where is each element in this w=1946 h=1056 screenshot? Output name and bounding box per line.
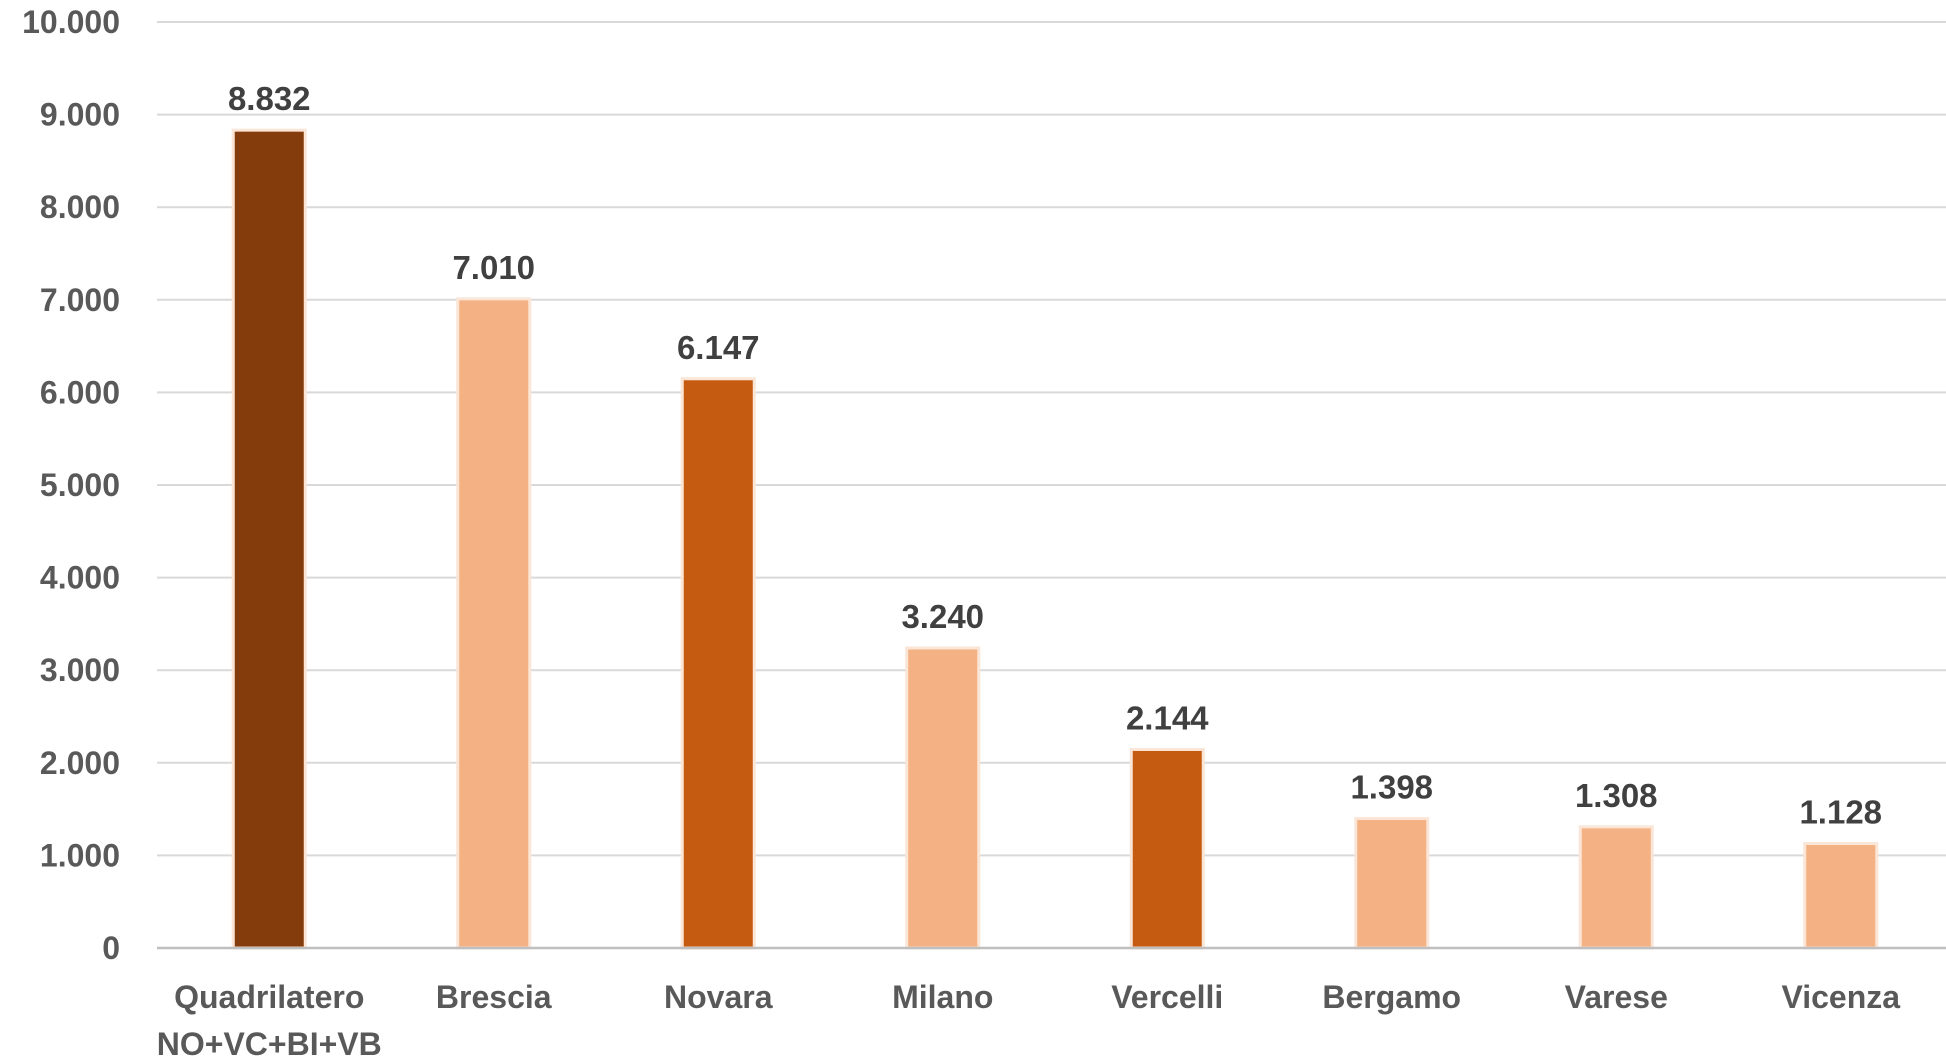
y-tick-label: 8.000: [40, 189, 120, 225]
data-labels: 8.832 7.010 6.147 3.240 2.144 1.398 1.308 1.128: [228, 80, 1882, 830]
data-label: 8.832: [228, 80, 311, 117]
bar: [1803, 842, 1879, 950]
y-tick-label: 1.000: [40, 837, 120, 873]
bar: [456, 297, 532, 950]
bar: [231, 128, 307, 950]
bar: [905, 646, 981, 950]
data-label: 1.128: [1799, 794, 1882, 831]
y-tick-label: 2.000: [40, 745, 120, 781]
y-tick-label: 7.000: [40, 282, 120, 318]
y-tick-label: 4.000: [40, 560, 120, 596]
y-axis-ticks: 0 1.000 2.000 3.000 4.000 5.000 6.000 7.000 8.00…: [22, 4, 120, 966]
x-tick-label: Bergamo: [1322, 979, 1461, 1015]
y-tick-label: 5.000: [40, 467, 120, 503]
y-tick-label: 10.000: [22, 4, 120, 40]
bar: [1129, 747, 1205, 950]
bar: [1578, 825, 1654, 950]
data-label: 3.240: [901, 598, 984, 635]
y-tick-label: 9.000: [40, 97, 120, 133]
x-tick-label: Vicenza: [1781, 979, 1900, 1015]
data-label: 7.010: [452, 249, 535, 286]
y-tick-label: 0: [102, 930, 120, 966]
x-tick-label: Milano: [892, 979, 993, 1015]
x-tick-label: NO+VC+BI+VB: [157, 1026, 382, 1056]
y-tick-label: 3.000: [40, 652, 120, 688]
y-tick-label: 6.000: [40, 374, 120, 410]
data-label: 1.398: [1350, 769, 1433, 806]
bar: [680, 377, 756, 950]
gridlines: [157, 21, 1946, 857]
x-tick-label: Vercelli: [1111, 979, 1223, 1015]
x-axis-ticks: Quadrilatero NO+VC+BI+VB Brescia Novara Mila…: [157, 979, 1900, 1056]
x-tick-label: Varese: [1565, 979, 1668, 1015]
x-tick-label: Quadrilatero: [174, 979, 364, 1015]
data-label: 6.147: [677, 329, 760, 366]
bar: [1354, 817, 1430, 950]
x-tick-label: Brescia: [436, 979, 552, 1015]
data-label: 1.308: [1575, 777, 1658, 814]
data-label: 2.144: [1126, 699, 1209, 736]
x-tick-label: Novara: [664, 979, 773, 1015]
